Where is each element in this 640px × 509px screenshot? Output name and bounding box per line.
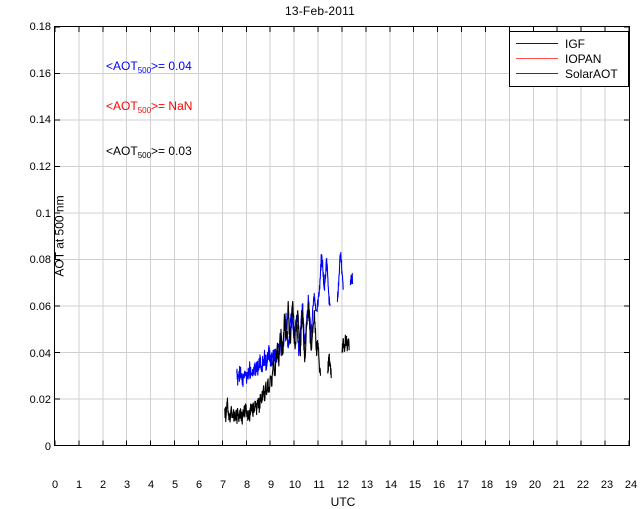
y-tick-label: 0.04 — [29, 347, 51, 360]
y-tick-label: 0.06 — [29, 301, 51, 313]
legend-swatch-iopan — [516, 58, 558, 59]
legend-label-igf: IGF — [565, 36, 585, 51]
x-tick-label: 24 — [624, 479, 638, 491]
chart-page: 13-Feb-2011 AOT at 500 nm UTC <AOT500>= … — [30, 4, 638, 509]
annotation-iopan-prefix: <AOT — [106, 99, 138, 113]
annotation-igf: <AOT500>= 0.04 — [106, 59, 192, 75]
y-tick-label: 0.14 — [29, 114, 51, 127]
legend-swatch-solaraot — [516, 73, 558, 74]
legend: IGF IOPAN SolarAOT — [509, 31, 629, 87]
series-solaraot — [224, 300, 350, 425]
y-tick-label: 0.1 — [35, 207, 51, 220]
series-igf — [236, 251, 354, 388]
y-tick-label: 0.02 — [29, 394, 51, 407]
plot-area: AOT at 500 nm UTC <AOT500>= 0.04 <AOT500… — [30, 21, 638, 509]
legend-item-solaraot: SolarAOT — [516, 66, 622, 81]
x-axis-label: UTC — [330, 495, 356, 509]
legend-item-igf: IGF — [516, 36, 622, 51]
annotation-iopan-suffix: >= NaN — [151, 99, 193, 113]
annotation-iopan: <AOT500>= NaN — [106, 99, 193, 115]
annotation-igf-suffix: >= 0.04 — [151, 59, 192, 73]
data-series-layer — [224, 251, 354, 425]
y-tick-label: 0.16 — [29, 67, 51, 80]
y-tick-label: 0.08 — [29, 254, 51, 267]
annotation-igf-sub: 500 — [137, 66, 152, 75]
chart-title: 13-Feb-2011 — [284, 4, 356, 18]
annotation-iopan-sub: 500 — [137, 106, 152, 115]
y-tick-label: 0.18 — [29, 21, 51, 33]
annotation-solaraot-prefix: <AOT — [106, 144, 138, 158]
y-axis-label: AOT at 500 nm — [52, 195, 67, 277]
legend-label-solaraot: SolarAOT — [565, 66, 618, 81]
annotation-igf-prefix: <AOT — [106, 59, 138, 73]
annotation-solaraot-sub: 500 — [137, 151, 152, 160]
legend-item-iopan: IOPAN — [516, 51, 622, 66]
y-tick-label: 0.12 — [29, 161, 51, 173]
legend-label-iopan: IOPAN — [565, 51, 602, 66]
annotation-solaraot-suffix: >= 0.03 — [151, 144, 192, 158]
y-tick-label: 0 — [44, 441, 51, 453]
annotation-solaraot: <AOT500>= 0.03 — [106, 144, 192, 160]
legend-swatch-igf — [516, 43, 558, 44]
